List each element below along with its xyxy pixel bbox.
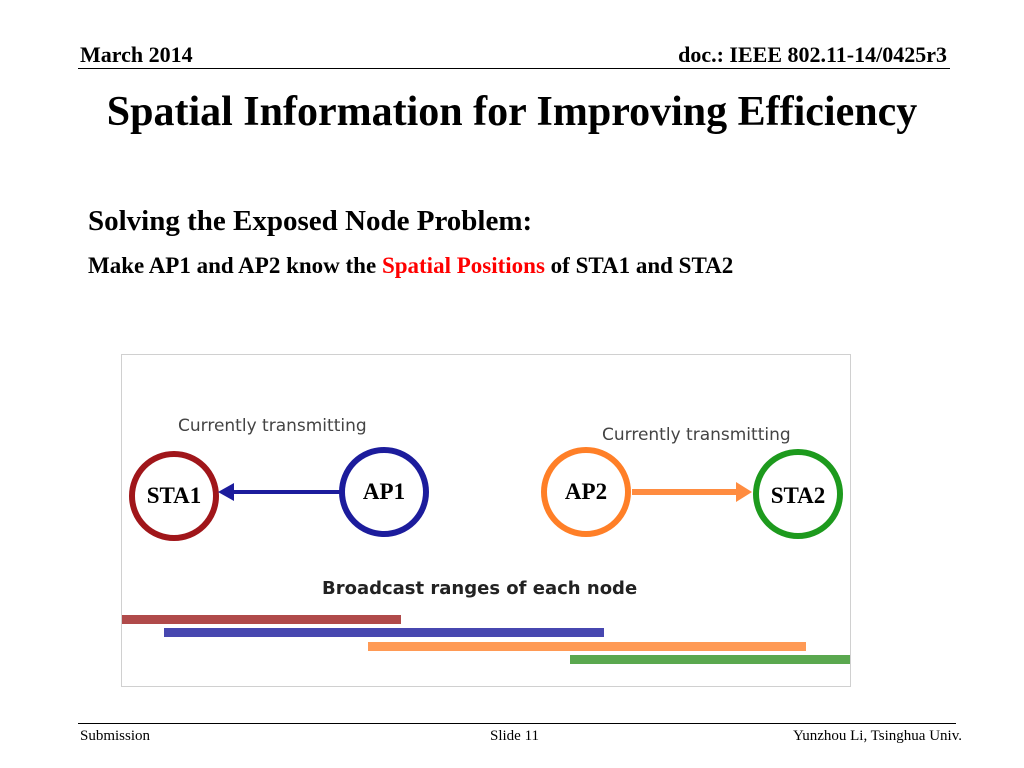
ap1-range-bar [164, 628, 604, 637]
footer-slide-number: Slide 11 [490, 728, 540, 744]
header-date: March 2014 [80, 42, 193, 67]
sta2-label: STA2 [771, 483, 826, 508]
sta2-node [753, 449, 843, 539]
ap2-label: AP2 [565, 479, 607, 504]
left-transmit-caption: Currently transmitting [178, 416, 367, 436]
ap1-node [339, 447, 429, 537]
body-highlight: Spatial Positions [381, 253, 545, 278]
footer-submission: Submission [80, 728, 151, 744]
ap1-label: AP1 [363, 479, 405, 504]
sta1-label: STA1 [147, 483, 202, 508]
slide-subtitle: Solving the Exposed Node Problem: [88, 205, 533, 237]
ap2-to-sta2-arrowhead [736, 482, 752, 502]
ap2-node [541, 447, 631, 537]
right-transmit-caption: Currently transmitting [602, 425, 791, 445]
sta1-node [129, 451, 219, 541]
exposed-node-figure: Currently transmitting Currently transmi… [121, 354, 851, 687]
ap2-range-bar [368, 642, 806, 651]
footer-author: Yunzhou Li, Tsinghua Univ. [793, 728, 962, 744]
sta2-range-bar [570, 655, 850, 664]
figure-svg: Currently transmitting Currently transmi… [122, 416, 850, 664]
body-suffix: of STA1 and STA2 [550, 253, 734, 278]
sta1-range-bar [122, 615, 401, 624]
header-divider [78, 68, 950, 69]
header-doc-id: doc.: IEEE 802.11-14/0425r3 [678, 42, 947, 67]
body-prefix: Make AP1 and AP2 know the [88, 253, 377, 278]
ap1-to-sta1-arrowhead [218, 483, 234, 501]
footer-divider [78, 723, 956, 724]
broadcast-caption: Broadcast ranges of each node [322, 578, 637, 599]
slide-title: Spatial Information for Improving Effici… [106, 89, 918, 135]
slide-body-line: Make AP1 and AP2 know the Spatial Positi… [88, 253, 733, 279]
